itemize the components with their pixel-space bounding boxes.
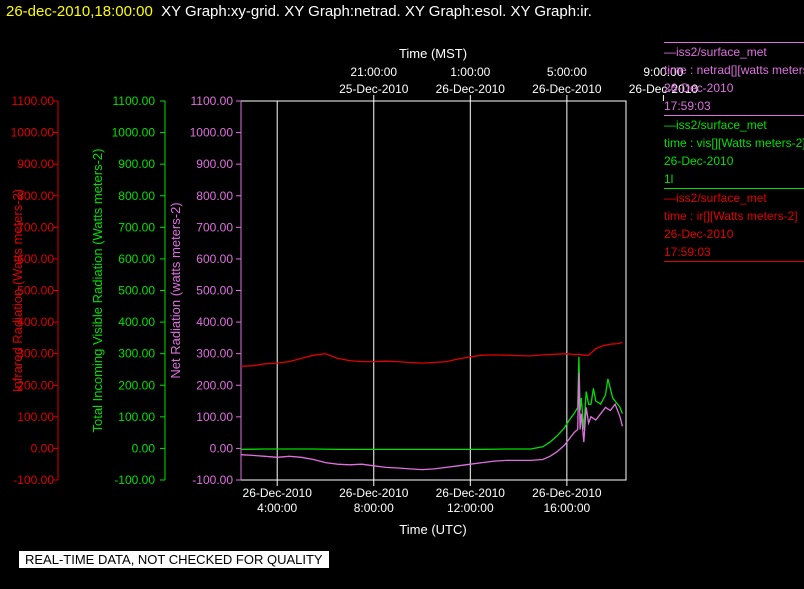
legend-desc: time : ir[][Watts meters-2] <box>664 209 798 223</box>
y-tick-label: 1100.00 <box>113 94 156 108</box>
legend-date: 26-Dec-2010 <box>664 81 734 95</box>
x-tick-label-time: 4:00:00 <box>257 501 297 515</box>
legend-desc: time : vis[][Watts meters-2] <box>664 136 804 150</box>
y-tick-label: 500.00 <box>196 284 233 298</box>
y-axis-title: Total Incoming Visible Radiation (Watts … <box>90 149 105 433</box>
y-tick-label: 800.00 <box>17 189 54 203</box>
y-tick-label: 100.00 <box>118 410 155 424</box>
x-tick-label-time: 12:00:00 <box>447 501 494 515</box>
y-tick-label: 800.00 <box>118 189 155 203</box>
header-graph-titles: XY Graph:xy-grid. XY Graph:netrad. XY Gr… <box>161 3 592 20</box>
y-tick-label: 0.00 <box>132 441 156 455</box>
y-tick-label: 500.00 <box>118 284 155 298</box>
y-tick-label: 1100.00 <box>191 94 234 108</box>
legend-source: —iss2/surface_met <box>664 118 767 132</box>
y-tick-label: 600.00 <box>118 252 155 266</box>
y-tick-label: 1100.00 <box>12 94 55 108</box>
top-tick-label-time: 1:00:00 <box>450 65 490 79</box>
plot-frame <box>240 100 627 481</box>
x-axis-label: Time (UTC) <box>399 522 466 537</box>
series-line-ir <box>240 341 623 367</box>
y-tick-label: 0.00 <box>210 441 234 455</box>
x-tick-label-date: 26-Dec-2010 <box>436 486 506 500</box>
legend-desc: time : netrad[][watts meters-2] <box>664 63 804 77</box>
y-tick-label: 200.00 <box>118 378 155 392</box>
y-tick-label: 500.00 <box>17 284 54 298</box>
y-tick-label: 300.00 <box>17 347 54 361</box>
x-tick-label-date: 26-Dec-2010 <box>243 486 313 500</box>
legend-source: —iss2/surface_met <box>664 191 767 205</box>
y-tick-label: 400.00 <box>118 315 155 329</box>
top-axis-label: Time (MST) <box>399 46 467 61</box>
legend-time: 17:59:03 <box>664 99 711 113</box>
legend-entry-netrad: —iss2/surface_met time : netrad[][watts … <box>664 42 804 116</box>
y-tick-label: 300.00 <box>118 347 155 361</box>
y-tick-label: 800.00 <box>196 189 233 203</box>
top-tick-label-date: 25-Dec-2010 <box>339 82 409 96</box>
y-tick-label: 700.00 <box>17 220 54 234</box>
y-tick-label: 900.00 <box>118 157 155 171</box>
y-tick-label: 600.00 <box>196 252 233 266</box>
y-tick-label: 1000.00 <box>11 126 55 140</box>
series-line-vis <box>240 356 624 451</box>
y-tick-label: -100.00 <box>114 473 155 487</box>
y-tick-label: 200.00 <box>196 378 233 392</box>
y-tick-label: -100.00 <box>192 473 233 487</box>
y-tick-label: 700.00 <box>118 220 155 234</box>
legend-entry-ir: —iss2/surface_met time : ir[][Watts mete… <box>664 189 804 262</box>
top-tick-label-time: 21:00:00 <box>350 65 397 79</box>
y-tick-label: 100.00 <box>196 410 233 424</box>
legend-source: —iss2/surface_met <box>664 45 767 59</box>
top-tick-label-date: 26-Dec-2010 <box>436 82 506 96</box>
y-axis-title: Infrared Radiation (Watts meters-2) <box>10 189 25 392</box>
top-tick-label-time: 5:00:00 <box>547 65 587 79</box>
legend-time: 1l <box>664 172 674 186</box>
y-tick-label: 900.00 <box>17 157 54 171</box>
y-tick-label: 400.00 <box>196 315 233 329</box>
x-tick-label-date: 26-Dec-2010 <box>339 486 409 500</box>
header: 26-dec-2010,18:00:00 XY Graph:xy-grid. X… <box>6 3 592 20</box>
y-tick-label: 1000.00 <box>112 126 156 140</box>
x-tick-label-time: 16:00:00 <box>544 501 591 515</box>
top-tick-label-date: 26-Dec-2010 <box>629 82 699 96</box>
legend-entry-vis: —iss2/surface_met time : vis[][Watts met… <box>664 116 804 189</box>
y-tick-label: -100.00 <box>13 473 54 487</box>
legend-time: 17:59:03 <box>664 245 711 259</box>
y-tick-label: 900.00 <box>196 157 233 171</box>
legend-date: 26-Dec-2010 <box>664 227 734 241</box>
legend-date: 26-Dec-2010 <box>664 154 734 168</box>
y-tick-label: 400.00 <box>17 315 54 329</box>
y-tick-label: 200.00 <box>17 378 54 392</box>
y-tick-label: 600.00 <box>17 252 54 266</box>
quality-note: REAL-TIME DATA, NOT CHECKED FOR QUALITY <box>19 551 329 568</box>
header-timestamp: 26-dec-2010,18:00:00 <box>6 3 153 20</box>
y-axis-title: Net Radiation (watts meters-2) <box>168 202 183 378</box>
series-line-netrad <box>240 372 624 471</box>
legend: —iss2/surface_met time : netrad[][watts … <box>664 42 804 262</box>
top-tick-label-date: 26-Dec-2010 <box>532 82 602 96</box>
x-tick-label-time: 8:00:00 <box>354 501 394 515</box>
x-tick-label-date: 26-Dec-2010 <box>532 486 602 500</box>
y-tick-label: 300.00 <box>196 347 233 361</box>
y-tick-label: 0.00 <box>31 441 55 455</box>
y-tick-label: 1000.00 <box>190 126 234 140</box>
y-tick-label: 700.00 <box>196 220 233 234</box>
top-tick-label-time: 9:00:00 <box>643 65 683 79</box>
y-tick-label: 100.00 <box>17 410 54 424</box>
